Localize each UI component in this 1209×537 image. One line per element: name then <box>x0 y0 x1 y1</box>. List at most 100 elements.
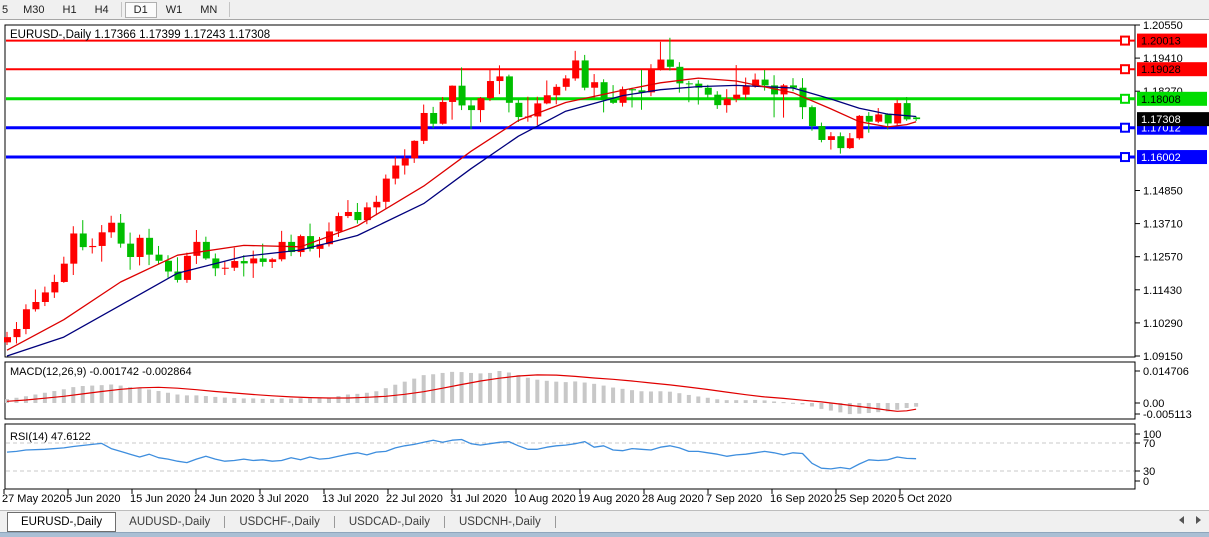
timeframe-m30-button[interactable]: M30 <box>23 3 45 16</box>
line-handle-marker[interactable] <box>1120 93 1130 104</box>
candle-body <box>373 201 381 208</box>
macd-histogram-bar <box>270 399 275 403</box>
line-handle-marker[interactable] <box>1120 122 1130 133</box>
macd-histogram-bar <box>431 374 436 403</box>
date-tick-label: 7 Sep 2020 <box>706 493 762 505</box>
macd-panel[interactable] <box>4 361 1136 420</box>
macd-histogram-bar <box>743 400 748 403</box>
line-handle-marker[interactable] <box>1120 35 1130 46</box>
candle-body <box>894 103 902 124</box>
tab-audusd-daily[interactable]: AUDUSD-,Daily <box>129 515 211 528</box>
candle-body <box>856 115 864 139</box>
candle-body <box>382 178 390 202</box>
macd-histogram-bar <box>459 372 464 403</box>
candle-body <box>629 89 637 91</box>
candle-body <box>515 102 523 118</box>
macd-histogram-bar <box>109 384 114 403</box>
macd-histogram-bar <box>724 400 729 403</box>
candle-body <box>676 66 684 84</box>
timeframe-w1-button[interactable]: W1 <box>165 3 183 16</box>
macd-histogram-bar <box>355 393 360 403</box>
macd-histogram-bar <box>279 398 284 403</box>
candle-body <box>250 258 258 264</box>
price-tick-label: 1.12570 <box>1143 252 1183 264</box>
candle-body <box>269 259 277 262</box>
macd-histogram-bar <box>535 379 540 403</box>
current-price-box <box>1137 112 1209 127</box>
candle-body <box>780 85 788 95</box>
candle-body <box>496 76 504 82</box>
macd-histogram-bar <box>251 398 256 403</box>
candle-body <box>666 59 674 67</box>
macd-histogram-bar <box>317 398 322 403</box>
candle-body <box>41 292 49 302</box>
macd-histogram-bar <box>184 395 189 403</box>
candle-body <box>439 101 447 124</box>
candle-body <box>136 237 144 257</box>
candle-body <box>562 78 570 87</box>
candle-body <box>638 90 646 93</box>
candle-body <box>354 211 362 221</box>
candle-body <box>278 241 286 260</box>
timeframe-m5-button[interactable]: 5 <box>2 3 9 16</box>
candle-body <box>818 126 826 140</box>
line-handle-marker[interactable] <box>1120 64 1130 75</box>
candle-body <box>771 85 779 95</box>
candle-body <box>468 105 476 111</box>
candle-body <box>363 207 371 221</box>
timeframe-d1-button[interactable]: D1 <box>124 1 157 18</box>
symbol-tabbar: EURUSD-,Daily AUDUSD-,Daily USDCHF-,Dail… <box>0 510 1209 533</box>
current-price-label: 1.17308 <box>1141 114 1181 126</box>
macd-histogram-bar <box>592 383 597 403</box>
line-handle-marker[interactable] <box>1120 152 1130 163</box>
macd-histogram-bar <box>809 403 814 407</box>
tab-scroll-right-icon[interactable] <box>1196 516 1201 524</box>
macd-histogram-bar <box>895 403 900 410</box>
candle-body <box>581 60 589 88</box>
timeframe-h4-button[interactable]: H4 <box>94 3 109 16</box>
tab-scroll-left-icon[interactable] <box>1179 516 1184 524</box>
candle-body <box>89 245 97 248</box>
main-chart-panel[interactable] <box>4 24 1136 358</box>
macd-histogram-bar <box>582 382 587 403</box>
candle-body <box>79 233 87 248</box>
tab-usdcnh-daily[interactable]: USDCNH-,Daily <box>458 515 541 528</box>
price-line-label: 1.19028 <box>1141 64 1181 76</box>
tab-usdcad-daily[interactable]: USDCAD-,Daily <box>348 515 430 528</box>
macd-histogram-bar <box>611 387 616 403</box>
toolbar-separator <box>120 2 122 17</box>
macd-histogram-bar <box>686 394 691 403</box>
candle-body <box>193 241 201 256</box>
candle-body <box>430 112 438 124</box>
ma-slow-line <box>6 84 917 357</box>
macd-histogram-bar <box>478 373 483 403</box>
macd-histogram-bar <box>696 396 701 403</box>
timeframe-h1-button[interactable]: H1 <box>62 3 77 16</box>
macd-histogram-bar <box>705 397 710 403</box>
macd-histogram-bar <box>175 394 180 403</box>
date-tick-label: 5 Oct 2020 <box>898 493 952 505</box>
macd-histogram-bar <box>90 385 95 403</box>
price-line-label: 1.18008 <box>1141 94 1181 106</box>
candle-body <box>344 211 352 217</box>
macd-histogram-bar <box>715 399 720 403</box>
candle-body <box>155 254 163 261</box>
chart-canvas[interactable]: 1.205501.194101.182701.148501.137101.125… <box>0 20 1209 510</box>
macd-histogram-bar <box>241 398 246 403</box>
macd-histogram-bar <box>838 403 843 413</box>
tab-eurusd-daily[interactable]: EURUSD-,Daily <box>7 512 117 532</box>
candle-body <box>827 136 835 140</box>
candle-body <box>108 222 116 233</box>
macd-histogram-bar <box>630 390 635 403</box>
tab-usdchf-daily[interactable]: USDCHF-,Daily <box>239 515 320 528</box>
candle-body <box>32 301 40 310</box>
candle-body <box>202 241 210 259</box>
timeframe-mn-button[interactable]: MN <box>200 3 218 16</box>
candle-body <box>13 328 21 338</box>
rsi-panel[interactable] <box>4 423 1136 490</box>
chart-ohlc-title: EURUSD-,Daily 1.17366 1.17399 1.17243 1.… <box>10 29 270 41</box>
candle-body <box>401 158 409 166</box>
date-tick-label: 24 Jun 2020 <box>194 493 255 505</box>
candle-body <box>22 309 30 329</box>
tab-separator <box>443 516 445 528</box>
